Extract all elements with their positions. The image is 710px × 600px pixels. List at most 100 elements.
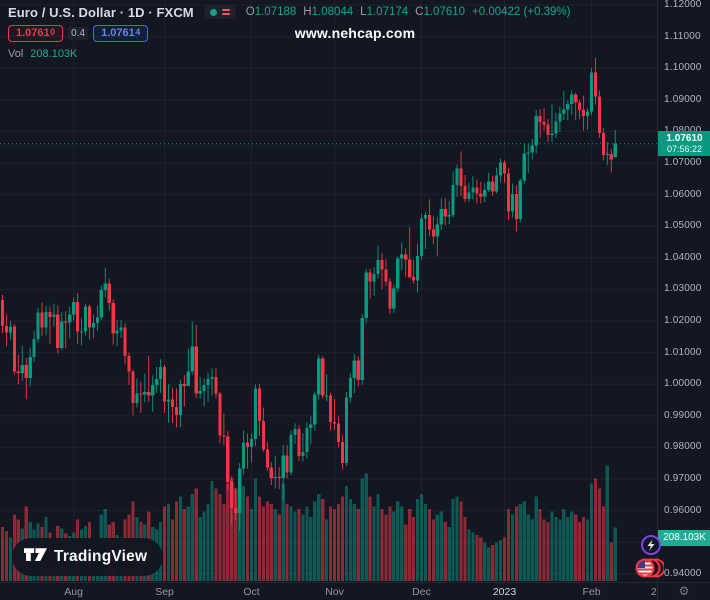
lightning-event-icon[interactable]	[641, 535, 661, 555]
candle-body	[404, 254, 408, 260]
plot-area	[0, 0, 657, 582]
candle-body	[396, 258, 400, 289]
sell-button[interactable]: 1.0761 0	[8, 25, 64, 42]
candle-body	[64, 321, 68, 323]
candle-body	[514, 193, 518, 220]
axis-settings-corner[interactable]: ⚙	[657, 582, 710, 600]
candle-body	[170, 399, 175, 407]
candle-body	[522, 153, 526, 181]
us-flag-events-icon[interactable]	[635, 558, 664, 578]
watermark-text: www.nehcap.com	[294, 25, 416, 41]
candle-body	[48, 311, 52, 317]
volume-bar	[178, 496, 182, 581]
candle-body	[40, 312, 44, 328]
volume-bar	[487, 547, 491, 581]
volume-bar	[419, 493, 424, 581]
volume-bar	[412, 516, 416, 581]
volume-bar	[415, 498, 420, 581]
volume-bar	[297, 509, 301, 581]
volume-bar	[289, 506, 293, 581]
candle-body	[253, 388, 258, 440]
candle-body	[356, 360, 360, 381]
candle-body	[321, 358, 325, 396]
candle-body	[174, 406, 179, 415]
gear-icon[interactable]: ⚙	[678, 584, 690, 598]
spread-value: 0.4	[68, 27, 89, 40]
volume-bar	[174, 501, 179, 581]
candle-body	[443, 208, 447, 217]
candle-body	[111, 302, 115, 334]
volume-bar	[506, 509, 511, 581]
status-pill[interactable]	[203, 5, 236, 19]
candle-body	[589, 72, 594, 112]
volume-bar	[538, 509, 542, 581]
volume-bar	[550, 511, 554, 581]
volume-bar	[226, 483, 230, 581]
candle-body	[238, 468, 242, 513]
price-tick: 0.97000	[664, 473, 702, 484]
volume-bar	[317, 493, 321, 581]
candle-body	[400, 254, 404, 259]
candle-body	[24, 365, 28, 379]
candle-body	[56, 314, 60, 348]
candle-body	[301, 452, 305, 457]
buy-button[interactable]: 1.0761 4	[93, 25, 149, 42]
price-tick: 1.00000	[664, 378, 702, 390]
candle-body	[368, 272, 372, 282]
volume-bar	[566, 516, 570, 581]
volume-label[interactable]: Vol	[8, 48, 24, 60]
price-axis[interactable]: 1.07610 07:56:22 208.103K 1.12000 1.11000…	[657, 0, 710, 582]
candle-body	[463, 185, 467, 200]
candle-body	[245, 442, 250, 447]
volume-bar	[447, 527, 451, 581]
tradingview-logo[interactable]: TradingView	[12, 538, 164, 576]
volume-bar	[293, 511, 297, 581]
price-tick: 1.03000	[664, 283, 702, 295]
time-axis[interactable]: Aug Sep Oct Nov Dec 2023 Feb 27	[0, 582, 663, 600]
candle-body	[8, 326, 13, 333]
volume-bar	[467, 529, 471, 581]
candle-body	[344, 397, 349, 464]
volume-bar	[471, 532, 475, 581]
candle-body	[269, 467, 273, 479]
volume-bar	[396, 501, 400, 581]
candle-body	[234, 507, 238, 513]
candle-body	[186, 371, 190, 386]
volume-bar	[597, 488, 602, 581]
candle-body	[0, 300, 5, 327]
volume-bar	[348, 498, 352, 581]
change-value: +0.00422 (+0.39%)	[472, 6, 571, 18]
candle-body	[566, 104, 570, 110]
candle-body	[83, 306, 88, 332]
candle-body	[546, 124, 550, 135]
price-tick: 1.12000	[664, 0, 702, 10]
volume-bar	[427, 509, 432, 581]
volume-bar	[257, 496, 262, 581]
volume-bar	[222, 504, 226, 581]
candle-body	[538, 115, 542, 122]
current-price-label: 1.07610 07:56:22	[658, 131, 710, 157]
candle-body	[530, 145, 534, 153]
candle-body	[198, 390, 202, 394]
candle-body	[352, 360, 356, 378]
volume-bar	[356, 509, 360, 581]
symbol-title[interactable]: Euro / U.S. Dollar · 1D · FXCM	[8, 4, 194, 20]
volume-bar	[574, 514, 578, 581]
volume-bar	[558, 519, 562, 581]
price-tick: 1.08000	[664, 125, 702, 136]
price-tick: 1.07000	[664, 157, 702, 168]
candle-body	[336, 423, 341, 443]
price-tick: 0.94000	[664, 567, 702, 579]
tradingview-mark-icon	[24, 548, 47, 562]
candle-body	[550, 133, 554, 135]
candle-body	[510, 193, 515, 212]
candle-body	[502, 162, 507, 174]
volume-bar	[309, 516, 313, 581]
volume-bar	[514, 506, 518, 581]
volume-bar	[206, 504, 210, 581]
volume-bar	[495, 542, 499, 581]
volume-bar	[546, 522, 550, 581]
volume-bar	[384, 514, 388, 581]
volume-bar	[502, 537, 507, 581]
